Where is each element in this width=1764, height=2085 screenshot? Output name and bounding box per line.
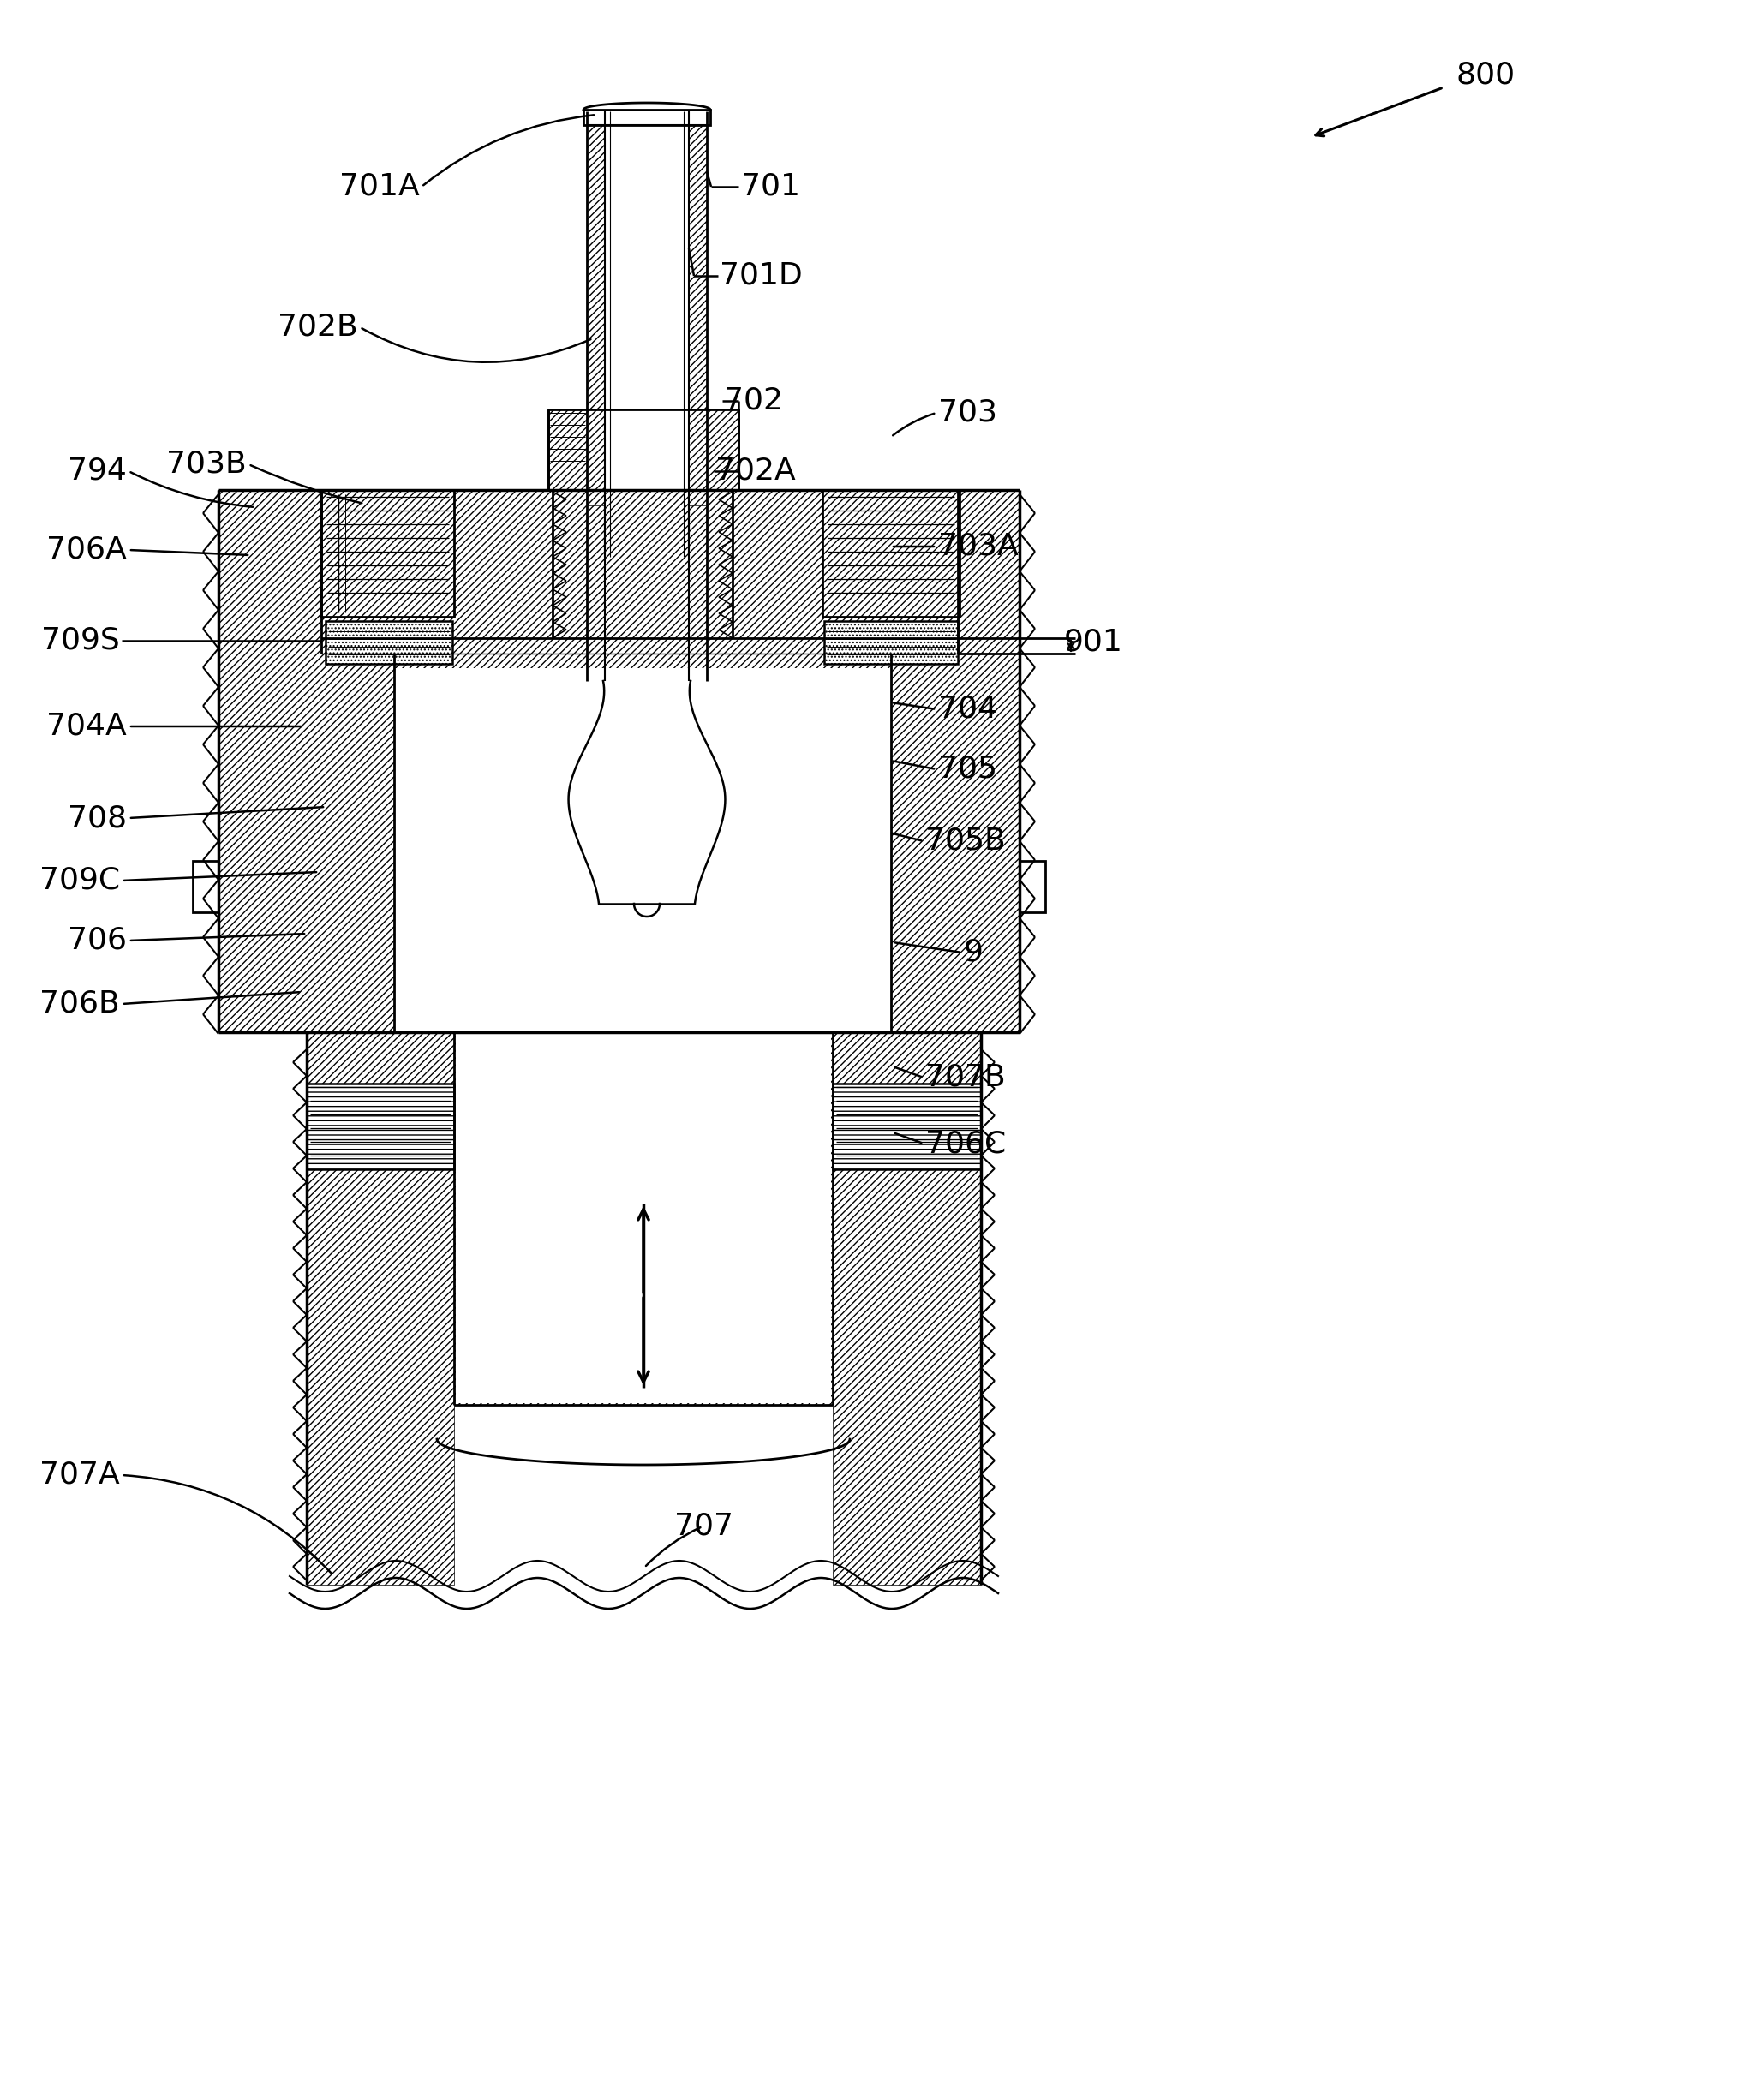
Text: 702A: 702A — [716, 457, 796, 486]
Text: 703: 703 — [938, 398, 997, 427]
Text: 709S: 709S — [41, 625, 120, 655]
Text: 703A: 703A — [938, 532, 1018, 561]
Bar — [307, 1084, 453, 1170]
Text: 709C: 709C — [39, 865, 120, 894]
Text: 703B: 703B — [166, 450, 247, 480]
Text: 800: 800 — [1457, 60, 1515, 90]
Text: 708: 708 — [67, 803, 127, 832]
Bar — [393, 638, 891, 1032]
Bar — [822, 490, 960, 617]
Text: 707: 707 — [674, 1512, 734, 1541]
Bar — [707, 409, 739, 490]
Bar — [192, 861, 219, 913]
Bar — [453, 1032, 833, 1405]
Bar — [833, 1084, 981, 1170]
Bar — [307, 1032, 453, 1585]
Text: 705B: 705B — [926, 826, 1005, 855]
Bar — [688, 111, 707, 505]
Text: 701A: 701A — [339, 173, 420, 202]
Text: 706A: 706A — [46, 536, 127, 565]
Bar — [321, 490, 453, 617]
Text: 702: 702 — [723, 386, 783, 415]
Text: 704A: 704A — [46, 711, 127, 740]
Bar — [584, 111, 711, 125]
Text: 705: 705 — [938, 755, 997, 784]
Bar — [549, 409, 739, 490]
Bar — [326, 621, 452, 663]
Text: 794: 794 — [67, 457, 127, 486]
Bar — [732, 490, 1020, 1032]
Text: 701: 701 — [741, 173, 801, 202]
Bar — [321, 490, 453, 617]
Text: 707B: 707B — [926, 1063, 1005, 1093]
Text: 701D: 701D — [720, 261, 803, 290]
Bar — [822, 490, 960, 617]
Bar — [1020, 861, 1046, 913]
Bar — [326, 621, 452, 663]
Bar — [549, 409, 587, 490]
Bar — [307, 1084, 453, 1170]
Text: 707A: 707A — [39, 1460, 120, 1489]
Text: 9: 9 — [963, 938, 983, 967]
Text: 704: 704 — [938, 694, 997, 723]
Bar — [552, 490, 732, 638]
Text: 706: 706 — [67, 926, 127, 955]
Bar — [833, 1032, 981, 1585]
Bar — [824, 621, 958, 663]
Bar — [393, 667, 891, 1032]
Bar — [455, 1034, 831, 1403]
Text: 702B: 702B — [279, 313, 358, 342]
Bar — [395, 669, 889, 1030]
Bar — [824, 621, 958, 663]
Text: 706C: 706C — [926, 1128, 1005, 1157]
Text: 706B: 706B — [41, 990, 120, 1017]
Text: 901: 901 — [1064, 628, 1124, 657]
Bar — [833, 1084, 981, 1170]
Bar — [587, 111, 605, 505]
Bar — [219, 490, 552, 1032]
